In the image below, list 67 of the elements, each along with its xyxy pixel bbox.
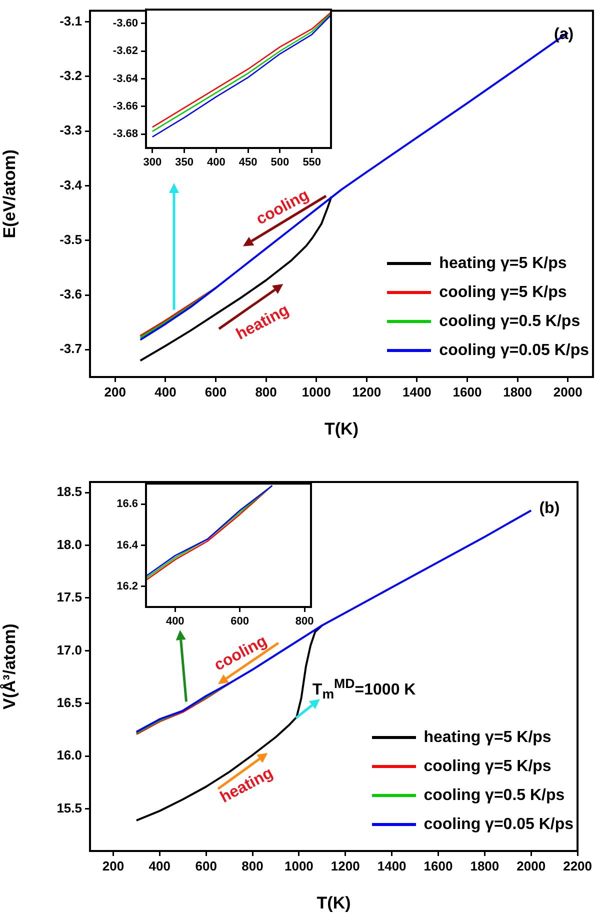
x-tick-label: 450 <box>238 156 258 169</box>
x-tick-label: 400 <box>148 858 170 874</box>
y-tick-label: -3.64 <box>112 72 139 85</box>
legend-label: cooling γ=0.05 K/ps <box>439 341 589 361</box>
y-tick-label: 17.5 <box>56 590 82 605</box>
y-tick-label: -3.3 <box>60 122 82 138</box>
y-tick-label: -3.62 <box>112 45 138 58</box>
x-tick-label: 800 <box>295 616 314 628</box>
y-tick-label: -3.6 <box>60 286 82 302</box>
x-tick-label: 1400 <box>377 858 406 874</box>
x-tick-label: 2000 <box>516 858 546 874</box>
x-tick-label: 300 <box>143 156 162 169</box>
y-tick-label: -3.66 <box>112 100 138 113</box>
x-tick-label: 200 <box>102 858 124 874</box>
y-tick-label: 18.0 <box>56 536 82 552</box>
x-axis-title: T(K) <box>316 893 351 912</box>
x-tick-label: 350 <box>175 156 194 169</box>
y-tick-label: -3.7 <box>60 341 82 356</box>
x-tick-label: 600 <box>204 384 227 400</box>
x-tick-label: 800 <box>255 384 277 400</box>
y-axis-title: E(eV/atom) <box>0 150 19 238</box>
x-tick-label: 2200 <box>563 858 592 874</box>
x-tick-label: 550 <box>302 156 322 169</box>
annotation: (b) <box>539 500 560 518</box>
x-tick-label: 1200 <box>352 384 382 400</box>
legend-label: cooling γ=5 K/ps <box>439 283 567 303</box>
x-tick-label: 1600 <box>424 858 453 874</box>
y-tick-label: 16.0 <box>56 748 82 763</box>
x-tick-label: 800 <box>242 858 264 874</box>
annotation: T$_{m}$$^{MD}$=1000 K <box>312 676 416 702</box>
legend-label: heating γ=5 K/ps <box>424 728 552 748</box>
x-tick-label: 1800 <box>503 384 532 400</box>
x-tick-label: 500 <box>270 156 290 169</box>
x-tick-label: 1000 <box>302 384 331 400</box>
legend-label: cooling γ=0.5 K/ps <box>424 786 565 806</box>
x-tick-label: 1600 <box>452 384 482 400</box>
y-tick-label: 16.2 <box>116 580 138 592</box>
legend-label: cooling γ=0.5 K/ps <box>439 312 580 332</box>
y-tick-label: -3.4 <box>60 177 83 192</box>
x-tick-label: 1400 <box>402 384 432 400</box>
x-tick-label: 200 <box>104 384 126 400</box>
annotation: (a) <box>554 26 574 43</box>
legend-label: cooling γ=0.05 K/ps <box>424 815 574 835</box>
y-tick-label: 17.0 <box>56 642 82 658</box>
legend-label: heating γ=5 K/ps <box>439 254 567 274</box>
x-axis-title: T(K) <box>324 419 358 438</box>
y-tick-label: 16.6 <box>116 498 138 510</box>
x-tick-label: 2000 <box>553 384 582 400</box>
y-tick-label: -3.68 <box>112 128 138 140</box>
x-tick-label: 400 <box>166 616 184 628</box>
y-tick-label: 18.5 <box>56 484 82 500</box>
x-tick-label: 400 <box>154 384 176 400</box>
y-tick-label: 16.4 <box>116 539 139 552</box>
x-tick-label: 400 <box>206 156 226 169</box>
y-tick-label: -3.5 <box>60 232 82 247</box>
x-tick-label: 1800 <box>470 858 500 874</box>
x-tick-label: 600 <box>195 858 217 874</box>
x-tick-label: 600 <box>230 616 250 628</box>
y-tick-label: 15.5 <box>56 800 82 816</box>
y-tick-label: 16.5 <box>56 694 82 710</box>
legend-label: cooling γ=5 K/ps <box>424 757 552 777</box>
y-axis-title: V(Å³/atom) <box>0 624 19 710</box>
x-tick-label: 1200 <box>330 858 360 874</box>
y-tick-label: -3.60 <box>112 17 138 30</box>
x-tick-label: 1000 <box>284 858 314 874</box>
y-tick-label: -3.1 <box>60 13 82 28</box>
y-tick-label: -3.2 <box>60 68 82 83</box>
